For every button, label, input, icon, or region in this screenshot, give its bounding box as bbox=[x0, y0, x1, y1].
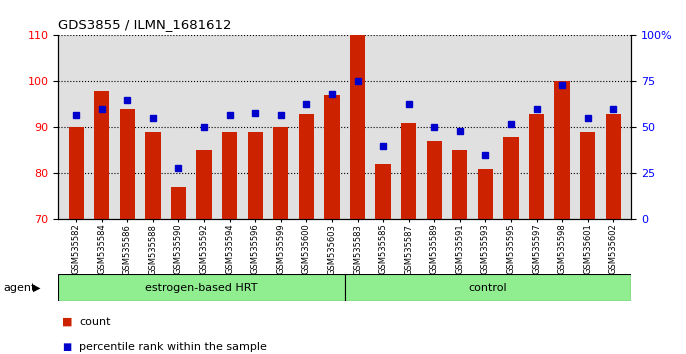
Text: control: control bbox=[469, 282, 507, 293]
Text: estrogen-based HRT: estrogen-based HRT bbox=[145, 282, 258, 293]
Bar bbox=[427, 141, 442, 219]
Bar bbox=[580, 132, 595, 219]
Bar bbox=[529, 114, 544, 219]
Bar bbox=[350, 35, 365, 219]
Bar bbox=[171, 187, 186, 219]
Bar bbox=[58, 274, 344, 301]
Bar bbox=[94, 91, 110, 219]
Bar bbox=[452, 150, 467, 219]
Bar bbox=[375, 164, 391, 219]
Bar bbox=[119, 109, 135, 219]
Bar bbox=[324, 95, 340, 219]
Bar bbox=[222, 132, 237, 219]
Bar bbox=[401, 123, 416, 219]
Bar bbox=[344, 274, 631, 301]
Bar bbox=[554, 81, 570, 219]
Bar bbox=[504, 137, 519, 219]
Text: ■: ■ bbox=[62, 342, 71, 352]
Text: count: count bbox=[79, 317, 110, 327]
Bar bbox=[196, 150, 212, 219]
Text: ▶: ▶ bbox=[33, 282, 40, 293]
Bar bbox=[69, 127, 84, 219]
Text: ■: ■ bbox=[62, 317, 72, 327]
Text: GDS3855 / ILMN_1681612: GDS3855 / ILMN_1681612 bbox=[58, 18, 232, 31]
Text: percentile rank within the sample: percentile rank within the sample bbox=[79, 342, 267, 352]
Bar bbox=[273, 127, 288, 219]
Bar bbox=[145, 132, 161, 219]
Bar bbox=[606, 114, 621, 219]
Bar bbox=[298, 114, 314, 219]
Bar bbox=[248, 132, 263, 219]
Text: agent: agent bbox=[3, 282, 36, 293]
Bar bbox=[477, 169, 493, 219]
